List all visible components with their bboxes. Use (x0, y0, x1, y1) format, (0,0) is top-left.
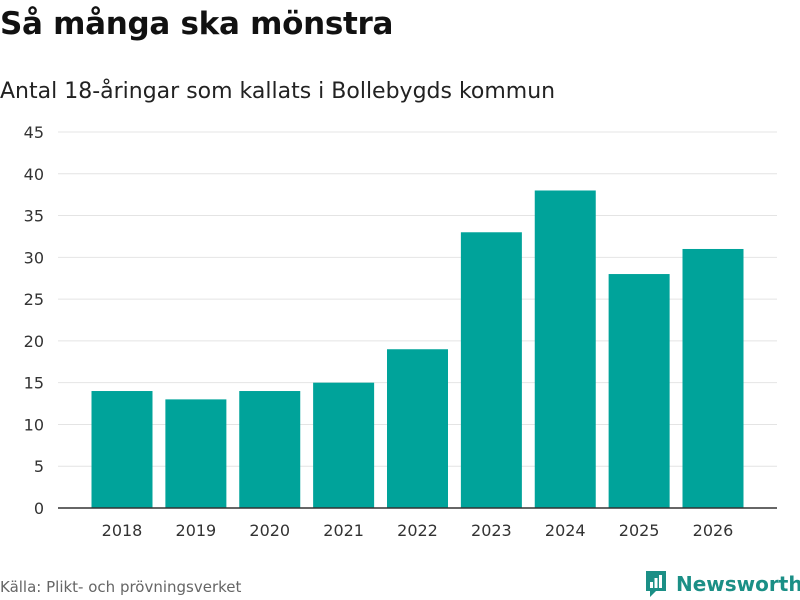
x-tick-label: 2025 (619, 521, 660, 540)
x-tick-label: 2019 (176, 521, 217, 540)
bar-2024[interactable] (534, 190, 596, 508)
bar-2026[interactable] (682, 248, 744, 508)
y-tick-label: 45 (24, 123, 44, 142)
y-tick-label: 35 (24, 207, 44, 226)
chart-subtitle: Antal 18-åringar som kallats i Bollebygd… (0, 79, 556, 104)
bar-2021[interactable] (313, 382, 375, 508)
y-tick-label: 20 (24, 332, 44, 351)
newsworthy-logo-text: Newsworthy (676, 572, 800, 596)
y-tick-label: 10 (24, 415, 44, 434)
bar-2025[interactable] (608, 274, 670, 508)
x-tick-label: 2020 (249, 521, 290, 540)
x-tick-label: 2023 (471, 521, 512, 540)
newsworthy-logo: Newsworthy (644, 568, 800, 600)
bar-2023[interactable] (460, 232, 522, 508)
chart-title: Så många ska mönstra (0, 6, 394, 42)
x-tick-label: 2022 (397, 521, 438, 540)
bars (91, 190, 744, 508)
bar-2020[interactable] (239, 391, 301, 508)
bar-2018[interactable] (91, 391, 153, 508)
y-tick-label: 15 (24, 374, 44, 393)
bar-2019[interactable] (165, 399, 227, 508)
source-note: Källa: Plikt- och prövningsverket (0, 578, 242, 596)
y-tick-label: 40 (24, 165, 44, 184)
y-tick-label: 25 (24, 290, 44, 309)
x-tick-label: 2024 (545, 521, 586, 540)
y-tick-label: 5 (34, 457, 44, 476)
bar-2022[interactable] (387, 349, 448, 508)
newsworthy-logo-icon (646, 571, 666, 597)
x-tick-label: 2026 (693, 521, 734, 540)
y-tick-label: 0 (34, 499, 44, 518)
y-tick-label: 30 (24, 248, 44, 267)
x-tick-label: 2021 (323, 521, 364, 540)
x-tick-label: 2018 (102, 521, 143, 540)
